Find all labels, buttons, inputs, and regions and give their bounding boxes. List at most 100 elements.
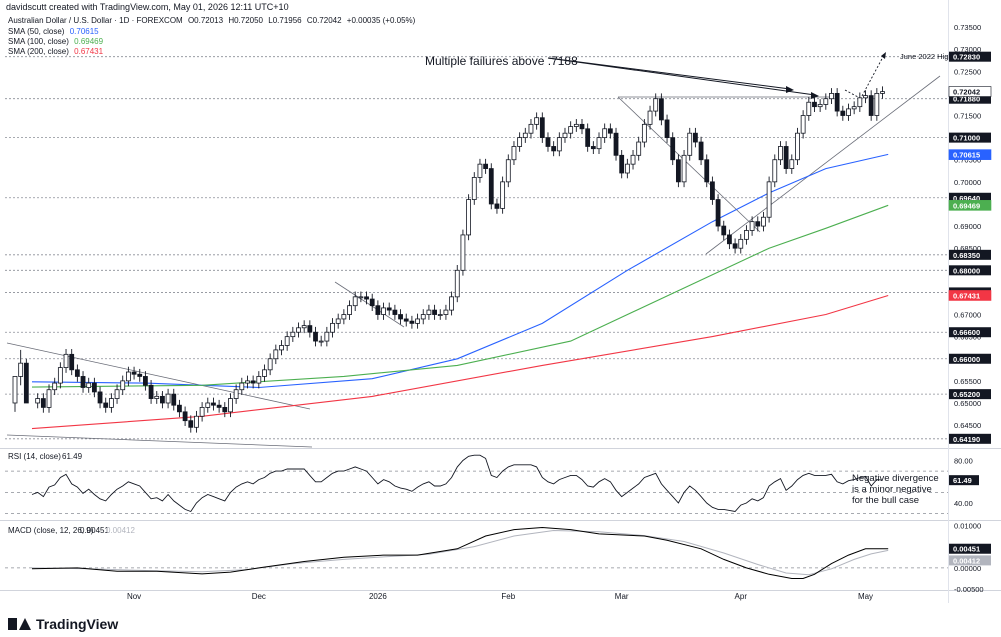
candle	[449, 296, 454, 311]
candle	[749, 221, 755, 231]
candle	[766, 181, 772, 218]
annotation-arrowhead	[786, 86, 794, 93]
candle	[211, 402, 216, 406]
candle	[545, 137, 551, 147]
level-tag-bg	[949, 389, 991, 400]
time-axis-tick: Dec	[252, 592, 266, 601]
sma100-value: 0.69469	[74, 37, 104, 46]
candle	[664, 119, 670, 139]
candle	[783, 146, 789, 169]
level-tag-bg	[949, 353, 991, 364]
candle	[556, 137, 562, 152]
level-tag-label: 0.72830	[953, 53, 980, 62]
candle	[318, 340, 324, 343]
candle	[35, 398, 41, 404]
candle	[177, 404, 182, 413]
price-tag-bg	[948, 86, 992, 97]
candle	[562, 132, 568, 139]
candle	[296, 327, 301, 333]
rsi-axis-tick: 80.00	[954, 457, 973, 466]
candle	[290, 331, 296, 338]
price-tag-label: 0.72042	[953, 88, 980, 97]
candle	[52, 382, 58, 391]
candle	[273, 349, 279, 360]
candle	[636, 141, 642, 156]
candle	[494, 203, 500, 209]
time-axis-tick: Nov	[127, 592, 141, 601]
candle	[772, 159, 778, 183]
level-tag-label: 0.71000	[953, 134, 980, 143]
price-axis-tick: 0.65000	[954, 399, 981, 408]
brand-name: TradingView	[36, 616, 119, 632]
price-axis-tick: 0.64500	[954, 421, 981, 430]
candle	[653, 98, 659, 112]
candle	[409, 320, 415, 324]
price-axis-tick: 0.73000	[954, 45, 981, 54]
candle	[511, 146, 517, 161]
candle	[641, 123, 647, 143]
signal-tag: 0.00412	[953, 556, 980, 565]
price-tag-bg	[948, 200, 992, 211]
candle	[522, 132, 528, 139]
candle	[386, 307, 392, 311]
candle	[863, 95, 868, 99]
candle	[528, 123, 534, 134]
level-tag-bg	[949, 93, 991, 104]
candle	[500, 181, 506, 209]
candle	[579, 123, 585, 130]
candle	[806, 101, 812, 116]
time-axis-tick: Apr	[735, 592, 748, 601]
level-tag-bg	[949, 265, 991, 276]
candle	[324, 331, 330, 342]
sma50-legend: SMA (50, close) 0.70615	[8, 27, 102, 36]
projection-path	[844, 89, 859, 98]
candle	[795, 132, 800, 161]
rsi-axis-tick: 40.00	[954, 499, 973, 508]
candle	[154, 395, 160, 399]
projection-arrowhead	[881, 52, 886, 59]
candle	[279, 345, 284, 351]
candle	[91, 382, 97, 393]
macd-axis-tick: -0.00500	[954, 585, 984, 594]
level-tag-bg	[949, 51, 991, 62]
level-tag-bg	[949, 327, 991, 338]
candle	[443, 309, 449, 315]
price-axis-tick: 0.72500	[954, 67, 981, 76]
candle	[681, 154, 687, 183]
candle	[670, 137, 676, 161]
candle	[647, 110, 653, 125]
candle	[630, 154, 636, 165]
candle	[63, 353, 69, 369]
candle	[313, 331, 318, 342]
sma-line	[31, 204, 889, 388]
rsi-annotation-line: for the bull case	[852, 495, 919, 506]
candle	[228, 398, 233, 413]
price-tag-bg	[948, 290, 992, 301]
candle	[381, 307, 386, 315]
candle	[188, 420, 194, 428]
candle	[761, 216, 766, 227]
macd-tag: 0.00451	[953, 545, 980, 554]
level-tag-label: 0.68000	[953, 266, 980, 275]
candle	[403, 318, 409, 322]
candle	[347, 305, 352, 315]
rsi-line	[31, 454, 883, 513]
macd-axis-tick: 0.01000	[954, 521, 981, 530]
sma200-legend: SMA (200, close) 0.67431	[8, 47, 106, 56]
macd-axis-tick: 0.00000	[954, 564, 981, 573]
candle	[131, 371, 137, 375]
candle	[857, 97, 863, 108]
candle	[483, 163, 489, 169]
candle	[687, 132, 693, 156]
candle	[126, 371, 131, 382]
ohlc-high: H0.72050	[228, 16, 264, 25]
tradingview-brand: TradingView	[8, 616, 118, 632]
candle	[86, 382, 92, 388]
signal-tag-bg	[949, 555, 991, 566]
sma50-label: SMA (50, close)	[8, 27, 65, 36]
candle	[148, 384, 154, 399]
candle	[846, 108, 851, 116]
candle	[789, 159, 795, 169]
level-tag-label: 0.66000	[953, 355, 980, 364]
